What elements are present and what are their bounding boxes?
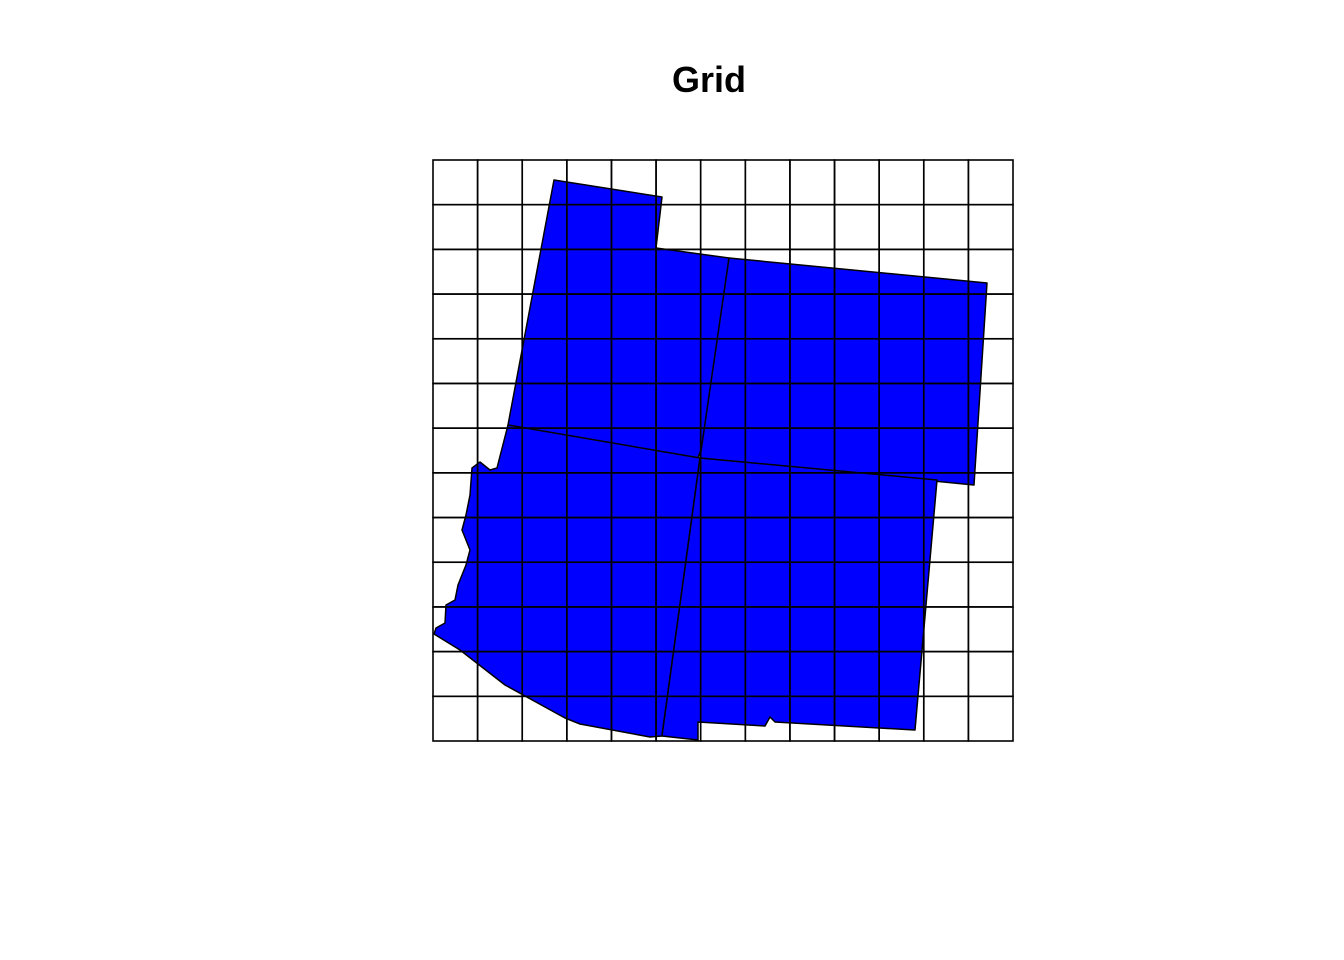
grid-cell [789, 159, 836, 206]
region-southeast-block [661, 457, 938, 741]
grid-cell [432, 427, 479, 474]
grid-cell [432, 695, 479, 742]
grid-cell [432, 382, 479, 429]
grid-cell [744, 203, 791, 251]
grid-cell [744, 159, 791, 206]
grid-cell [432, 293, 479, 340]
grid-cell [922, 203, 970, 251]
grid-cell [922, 561, 970, 608]
grid-cell [922, 650, 970, 698]
grid-cell [878, 159, 925, 206]
grid-cell [432, 248, 479, 295]
grid-cell [476, 337, 524, 385]
grid-cell [476, 159, 524, 206]
regions-layer [433, 179, 988, 741]
grid-cell [833, 203, 880, 251]
region-northeast-block [699, 257, 988, 486]
grid-cell [967, 650, 1014, 698]
grid-cell [699, 159, 747, 206]
grid-cell [833, 159, 880, 206]
grid-cell [967, 695, 1014, 742]
grid-cell [655, 159, 702, 206]
grid-cell [878, 203, 925, 251]
region-northwest-block [507, 179, 730, 461]
grid-cell [922, 606, 970, 653]
grid-cell [922, 159, 970, 206]
grid-cell [922, 695, 970, 742]
grid-cell [476, 248, 524, 295]
grid-cell [432, 159, 479, 206]
grid-cell [967, 606, 1014, 653]
plot-title: Grid [671, 59, 746, 100]
grid-cell [967, 203, 1014, 251]
grid-cell [789, 203, 836, 251]
grid-cell [476, 293, 524, 340]
grid-cell [967, 159, 1014, 206]
grid-cell [432, 337, 479, 385]
grid-cell [432, 203, 479, 251]
grid-layer [432, 159, 1014, 742]
grid-cell [476, 695, 524, 742]
grid-cell [699, 203, 747, 251]
grid-cell [476, 203, 524, 251]
grid-cell [967, 561, 1014, 608]
grid-cell [655, 203, 702, 251]
grid-cell [967, 516, 1014, 564]
